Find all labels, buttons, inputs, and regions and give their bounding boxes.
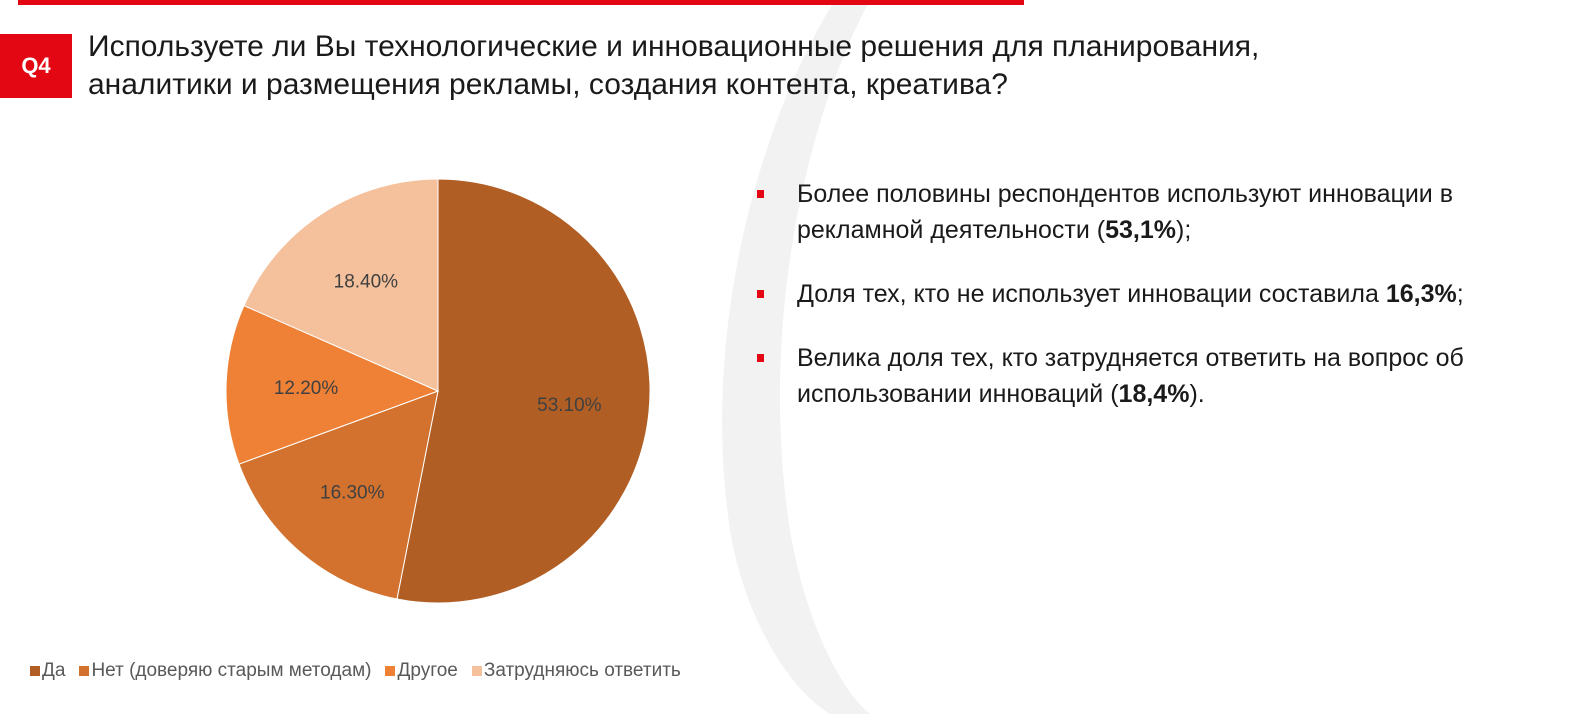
finding-text: Велика доля тех, кто затрудняется ответи… [797, 344, 1464, 408]
finding-item-1: Более половины респондентов используют и… [755, 176, 1545, 248]
pie-slice-1 [396, 178, 651, 604]
legend-swatch [30, 666, 40, 676]
legend-label: Затрудняюсь ответить [483, 660, 681, 681]
finding-value: 16,3% [1385, 280, 1457, 308]
pie-slice-2 [238, 390, 439, 600]
pie-labels: 53.10% 16.30% 12.20% 18.40% [274, 271, 602, 503]
pie-slice-label-3: 12.20% [274, 378, 339, 399]
chart-legend: Да Нет (доверяю старым методам) Другое Затр… [30, 660, 681, 682]
question-badge-label: Q4 [21, 53, 51, 78]
legend-label: Другое [397, 660, 458, 681]
pie-slices [225, 178, 651, 604]
findings-list: Более половины респондентов используют и… [755, 176, 1545, 440]
pie-slice-label-4: 18.40% [334, 271, 399, 292]
legend-item-2: Нет (доверяю старым методам) [79, 660, 371, 682]
question-badge: Q4 [0, 34, 72, 98]
question-line-2: аналитики и размещения рекламы, создания… [88, 68, 1008, 101]
legend-item-3: Другое [385, 660, 458, 682]
finding-value: 53,1% [1105, 216, 1176, 244]
pie-slice-3 [225, 304, 440, 465]
pie-chart: 53.10% 16.30% 12.20% 18.40% [225, 178, 651, 604]
pie-slice-4 [243, 178, 439, 392]
legend-item-1: Да [30, 660, 65, 682]
finding-text: Доля тех, кто не использует инновации со… [797, 280, 1464, 308]
pie-slice-label-1: 53.10% [537, 395, 602, 416]
question-title: Используете ли Вы технологические и инно… [88, 28, 1578, 104]
legend-item-4: Затрудняюсь ответить [471, 660, 681, 682]
bullet-marker-icon [757, 190, 764, 198]
finding-value: 18,4% [1118, 380, 1190, 408]
legend-swatch [471, 666, 482, 676]
question-line-1: Используете ли Вы технологические и инно… [88, 30, 1260, 63]
finding-item-2: Доля тех, кто не использует инновации со… [755, 276, 1545, 312]
top-accent-bar [18, 0, 1024, 5]
finding-text: Более половины респондентов используют и… [797, 180, 1453, 244]
legend-swatch [385, 666, 396, 676]
pie-slice-label-2: 16.30% [320, 482, 385, 503]
legend-swatch [79, 666, 90, 676]
bullet-marker-icon [757, 354, 764, 362]
legend-label: Да [42, 660, 66, 681]
bullet-marker-icon [757, 290, 764, 298]
legend-label: Нет (доверяю старым методам) [91, 660, 372, 681]
finding-item-3: Велика доля тех, кто затрудняется ответи… [755, 340, 1545, 412]
